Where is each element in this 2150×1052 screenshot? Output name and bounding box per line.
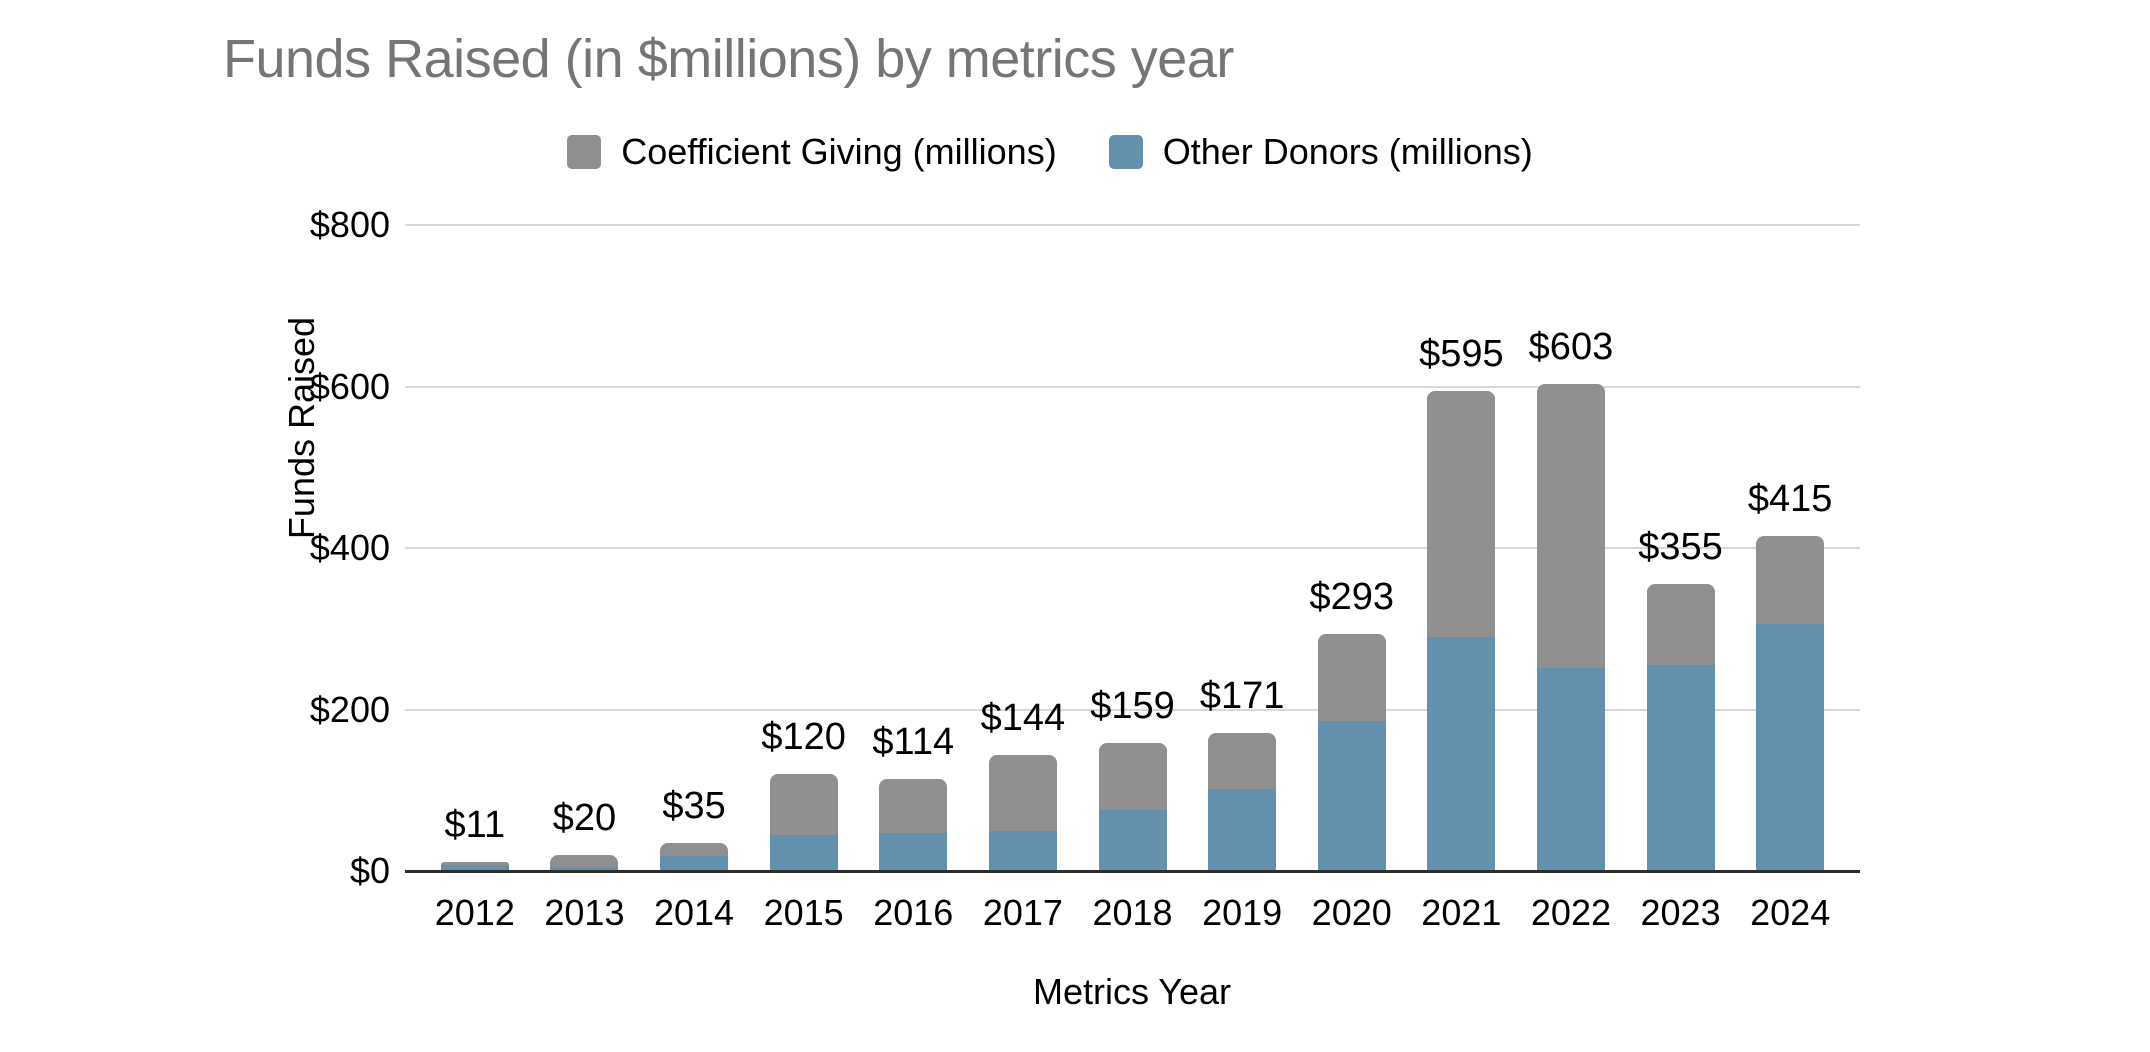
x-tick-label-2015: 2015	[763, 892, 844, 933]
legend-item-coefficient-giving: Coefficient Giving (millions)	[567, 131, 1057, 173]
bar-segment-coefficient-giving-2020	[1317, 634, 1386, 721]
y-tick-label: $600	[309, 365, 390, 407]
bar-total-label-2021: $595	[1419, 332, 1504, 375]
bar-segment-other-donors-2018	[1098, 810, 1167, 871]
bar-segment-coefficient-giving-2021	[1427, 390, 1496, 637]
x-tick-label-2016: 2016	[873, 892, 954, 933]
x-tick-label-2018: 2018	[1092, 892, 1173, 933]
legend-label-coefficient-giving: Coefficient Giving (millions)	[621, 131, 1057, 172]
bar-segment-other-donors-2014	[660, 856, 729, 871]
x-tick-label-2013: 2013	[544, 892, 625, 933]
bar-segment-coefficient-giving-2019	[1208, 732, 1277, 790]
x-tick-label-2020: 2020	[1311, 892, 1392, 933]
x-axis-title: Metrics Year	[1032, 971, 1232, 1012]
bar-total-label-2023: $355	[1638, 526, 1723, 569]
bar-segment-other-donors-2023	[1646, 665, 1715, 871]
bar-segment-other-donors-2015	[769, 834, 838, 871]
bar-segment-other-donors-2019	[1208, 789, 1277, 871]
gridline-400	[405, 547, 1860, 549]
gridline-600	[405, 385, 1860, 388]
bar-segment-other-donors-2013	[550, 866, 619, 871]
bar-segment-other-donors-2012	[440, 864, 509, 871]
bar-total-label-2016: $114	[872, 720, 955, 763]
bar-total-label-2013: $20	[552, 796, 617, 839]
bar-segment-other-donors-2022	[1536, 668, 1605, 871]
x-tick-label-2021: 2021	[1421, 892, 1502, 933]
bar-segment-coefficient-giving-2015	[769, 774, 838, 835]
bar-total-label-2015: $120	[761, 716, 846, 759]
bar-segment-coefficient-giving-2012	[440, 862, 509, 865]
bar-total-label-2019: $171	[1199, 674, 1285, 717]
x-tick-label-2017: 2017	[982, 892, 1063, 933]
x-tick-label-2023: 2023	[1640, 892, 1721, 933]
x-tick-label-2022: 2022	[1530, 892, 1611, 933]
gridline-200	[405, 708, 1860, 711]
bar-segment-coefficient-giving-2018	[1098, 742, 1167, 811]
bar-segment-coefficient-giving-2017	[988, 754, 1057, 831]
y-tick-label: $400	[309, 527, 390, 568]
legend-swatch-other-donors	[1108, 135, 1143, 169]
bar-total-label-2017: $144	[980, 696, 1066, 739]
chart-title: Funds Raised (in $millions) by metrics y…	[223, 29, 1234, 89]
bar-total-label-2014: $35	[662, 784, 726, 827]
bar-segment-coefficient-giving-2014	[660, 842, 729, 857]
chart-legend: Coefficient Giving (millions) Other Dono…	[300, 128, 1800, 176]
bar-segment-coefficient-giving-2022	[1536, 384, 1605, 669]
x-axis-line	[405, 870, 1860, 873]
x-tick-label-2019: 2019	[1202, 892, 1283, 933]
bar-total-label-2020: $293	[1309, 576, 1394, 619]
bar-segment-coefficient-giving-2024	[1756, 535, 1825, 624]
gridline-800	[405, 224, 1860, 226]
legend-item-other-donors: Other Donors (millions)	[1108, 131, 1533, 173]
x-tick-label-2012: 2012	[434, 892, 515, 933]
bar-segment-other-donors-2017	[988, 830, 1057, 871]
bar-segment-other-donors-2016	[879, 833, 948, 871]
bar-total-label-2018: $159	[1090, 684, 1175, 727]
bar-segment-coefficient-giving-2016	[879, 778, 948, 834]
bar-segment-other-donors-2024	[1756, 623, 1825, 871]
x-tick-label-2024: 2024	[1750, 892, 1831, 933]
bar-segment-coefficient-giving-2023	[1646, 584, 1715, 666]
legend-swatch-coefficient-giving	[567, 135, 602, 169]
legend-label-other-donors: Other Donors (millions)	[1162, 131, 1533, 172]
x-tick-label-2014: 2014	[653, 892, 735, 933]
bar-total-label-2024: $415	[1747, 477, 1833, 520]
y-tick-label: $0	[349, 850, 390, 891]
y-tick-label: $800	[309, 204, 390, 245]
bar-segment-coefficient-giving-2013	[550, 854, 619, 867]
bar-segment-other-donors-2020	[1317, 720, 1386, 871]
bar-segment-other-donors-2021	[1427, 636, 1496, 871]
bar-total-label-2022: $603	[1528, 326, 1614, 369]
bar-total-label-2012: $11	[444, 804, 506, 847]
y-tick-label: $200	[309, 688, 390, 730]
